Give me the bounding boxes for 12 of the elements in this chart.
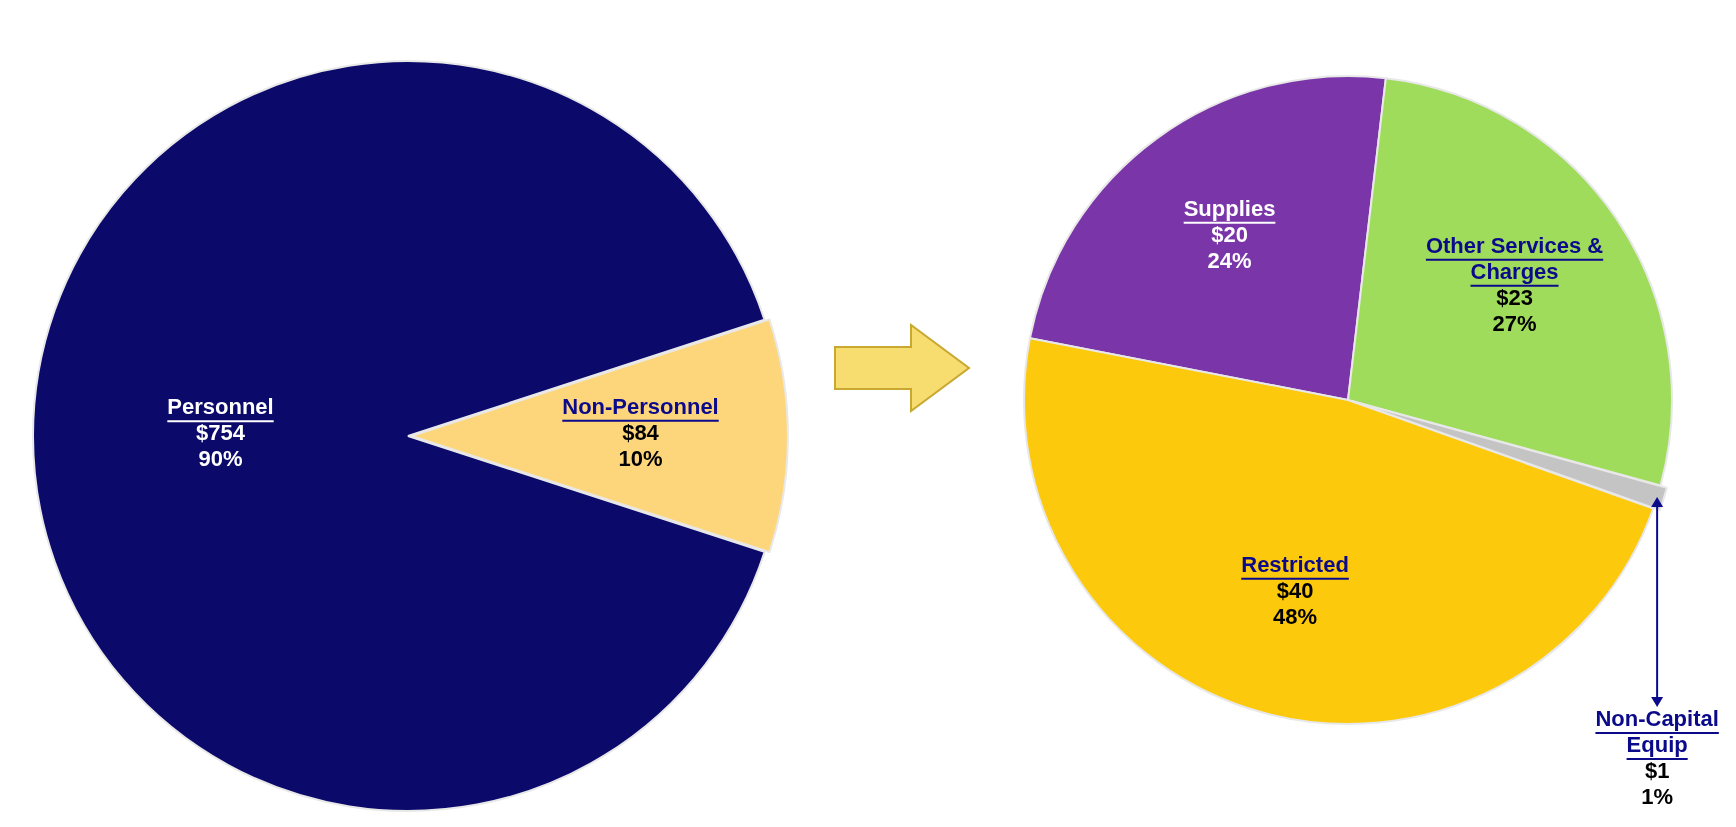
- data-label: $754 90%: [196, 420, 246, 472]
- data-label: $40 48%: [1273, 577, 1318, 629]
- slice-label: Non-Capital Equip: [1595, 706, 1719, 758]
- slice-label: Non-Personnel: [562, 393, 719, 419]
- data-label: $1 1%: [1641, 758, 1674, 810]
- data-label: $84 10%: [618, 419, 663, 471]
- slice-label: Restricted: [1241, 551, 1349, 577]
- data-label: $20 24%: [1207, 221, 1252, 273]
- slice-label: Personnel: [167, 394, 274, 420]
- data-label: $23 27%: [1492, 284, 1537, 336]
- slice-label: Supplies: [1183, 195, 1276, 221]
- slice-label: Other Services & Charges: [1425, 232, 1604, 284]
